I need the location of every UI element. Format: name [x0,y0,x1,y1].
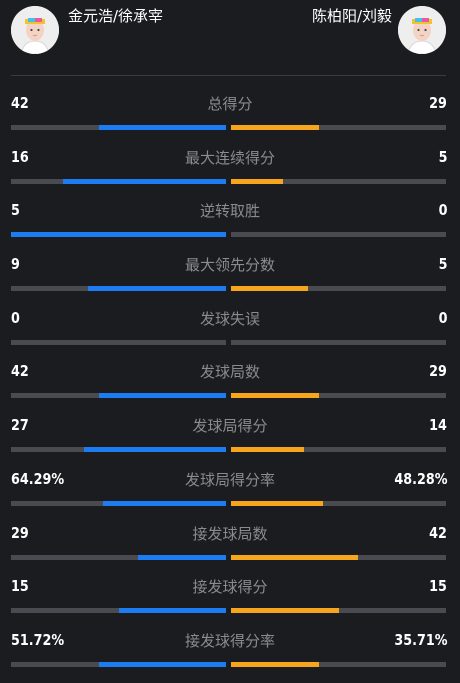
stat-left-value: 15 [11,577,29,596]
stat-left-value: 0 [11,308,20,327]
stat-left-value: 64.29% [11,469,65,488]
stat-left-track [11,286,226,292]
stat-right-track [231,661,446,667]
stat-left-track [11,232,226,238]
stat-right-value: 14 [429,416,447,435]
stat-right-bar [231,554,358,560]
stat-left-track [11,661,226,667]
stat-row: 27 发球局得分 14 [0,414,460,468]
stat-row: 0 发球失误 0 [0,307,460,361]
stat-right-bar [231,661,320,667]
stat-left-track [11,500,226,506]
stat-right-track [231,608,446,614]
stat-right-value: 29 [429,94,447,112]
stat-right-value: 48.28% [393,469,447,488]
stat-label: 逆转取胜 [199,202,260,221]
stat-label: 总得分 [207,95,253,113]
stat-right-track [231,178,446,184]
stat-row: 42 发球局数 29 [0,360,460,414]
stats-list: 42 总得分 29 16 最大连续得分 5 5 逆转取胜 0 9 最大领先分数 5 0 发球失误 0 42 发球… [0,92,460,683]
stat-right-track [231,339,446,345]
stat-right-track [231,554,446,560]
stat-left-value: 16 [11,147,29,166]
player-avatar-left[interactable] [11,6,59,54]
stat-row: 5 逆转取胜 0 [0,199,460,253]
stat-row: 64.29% 发球局得分率 48.28% [0,468,460,522]
stat-row: 29 接发球局数 42 [0,522,460,576]
stat-right-bar [231,178,283,184]
stat-label: 最大连续得分 [184,148,275,167]
stat-left-bar [99,661,226,667]
player-avatar-icon [11,6,59,54]
stat-right-track [231,125,446,130]
stat-label: 发球局得分 [192,417,268,436]
stat-left-value: 29 [11,523,29,542]
stat-left-track [11,339,226,345]
stat-right-value: 35.71% [393,630,447,649]
stat-left-bar [11,232,226,238]
stat-right-bar [231,125,320,130]
stat-left-track [11,447,226,453]
stat-left-track [11,393,226,399]
player-name-right[interactable]: 陈柏阳/刘毅 [311,7,392,25]
stat-right-value: 42 [429,523,447,542]
stat-right-track [231,232,446,238]
stat-right-track [231,447,446,453]
stat-left-bar [62,178,226,184]
stat-right-track [231,393,446,399]
stat-right-value: 15 [429,577,447,596]
stat-label: 接发球局数 [192,524,268,543]
stat-right-value: 5 [438,147,447,166]
stat-left-bar [84,447,226,453]
stat-left-value: 42 [11,94,29,112]
stat-left-bar [103,500,226,506]
stat-row: 51.72% 接发球得分率 35.71% [0,629,460,683]
stat-left-value: 51.72% [11,630,65,649]
stat-row: 42 总得分 29 [0,92,460,146]
stat-left-value: 27 [11,416,29,435]
stat-right-value: 0 [438,201,447,220]
stat-right-value: 29 [429,362,447,381]
stat-right-bar [231,447,305,453]
stat-row: 15 接发球得分 15 [0,575,460,629]
match-header: 金元浩/徐承宰 陈柏阳/刘毅 [0,0,460,76]
stat-right-track [231,500,446,506]
stat-right-value: 5 [438,255,447,274]
header-divider [11,75,446,76]
stat-left-track [11,554,226,560]
stat-row: 16 最大连续得分 5 [0,146,460,200]
player-name-left[interactable]: 金元浩/徐承宰 [68,7,164,25]
player-avatar-icon [398,6,446,54]
stat-right-value: 0 [438,308,447,327]
stat-left-value: 42 [11,362,29,381]
stat-label: 最大领先分数 [184,256,275,275]
stat-label: 发球局得分率 [184,470,275,489]
stat-label: 发球局数 [199,363,260,382]
stat-left-bar [118,608,226,614]
player-avatar-right[interactable] [398,6,446,54]
stat-left-bar [99,125,226,130]
stat-left-value: 9 [11,255,20,274]
stat-left-value: 5 [11,201,20,220]
stat-left-bar [88,286,226,292]
stat-label: 发球失误 [199,309,260,328]
stat-label: 接发球得分 [192,578,268,597]
stat-left-track [11,125,226,130]
stat-right-bar [231,500,324,506]
stat-row: 9 最大领先分数 5 [0,253,460,307]
stat-right-track [231,286,446,292]
stat-label: 接发球得分率 [184,631,275,650]
stat-right-bar [231,608,339,614]
stat-right-bar [231,286,309,292]
stat-left-bar [137,554,226,560]
stat-left-bar [99,393,226,399]
stat-left-track [11,178,226,184]
stat-right-bar [231,393,320,399]
stat-left-track [11,608,226,614]
